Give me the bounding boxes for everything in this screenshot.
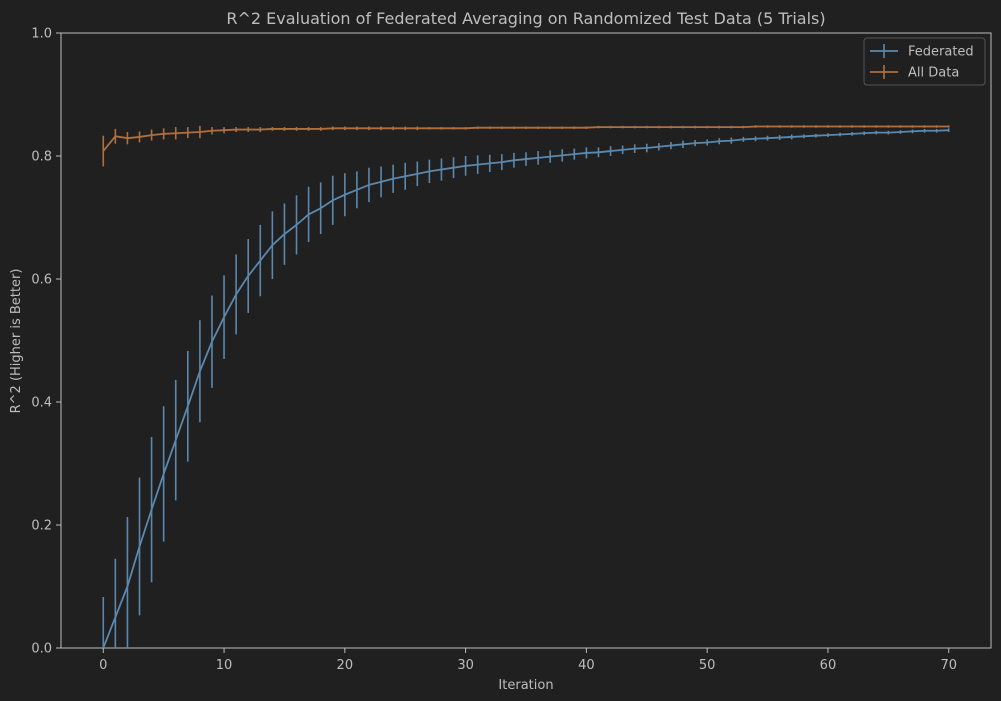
series-line [102, 129, 949, 648]
series-federated [102, 128, 950, 648]
y-tick-label: 0.6 [31, 273, 52, 288]
x-tick-label: 70 [940, 658, 957, 673]
y-tick-label: 0.2 [31, 519, 52, 534]
y-tick-label: 0.0 [31, 642, 52, 657]
legend-label: All Data [908, 66, 959, 81]
legend-handle [870, 65, 898, 79]
x-tick-label: 60 [820, 658, 837, 673]
series-line [102, 125, 949, 152]
x-tick-label: 30 [457, 658, 474, 673]
series-all-data [102, 125, 950, 167]
x-tick-label: 50 [699, 658, 716, 673]
legend-handle [870, 44, 898, 58]
y-axis-label: R^2 (Higher is Better) [9, 269, 24, 414]
x-axis-label: Iteration [498, 678, 553, 693]
y-tick-label: 0.4 [31, 396, 52, 411]
y-tick-label: 1.0 [31, 27, 52, 42]
legend: Federated All Data [863, 37, 986, 86]
x-tick-label: 10 [216, 658, 233, 673]
x-tick-label: 40 [578, 658, 595, 673]
x-tick-label: 20 [337, 658, 354, 673]
y-tick-label: 0.8 [31, 150, 52, 165]
chart-title: R^2 Evaluation of Federated Averaging on… [226, 9, 825, 28]
plot-area: 0 10 20 30 40 50 60 70 0.0 0.2 0.4 0.6 0.8 1.0 [31, 27, 992, 673]
legend-box [863, 37, 986, 86]
legend-label: Federated [908, 45, 974, 60]
axes-frame [60, 32, 992, 649]
x-tick-label: 0 [99, 658, 107, 673]
